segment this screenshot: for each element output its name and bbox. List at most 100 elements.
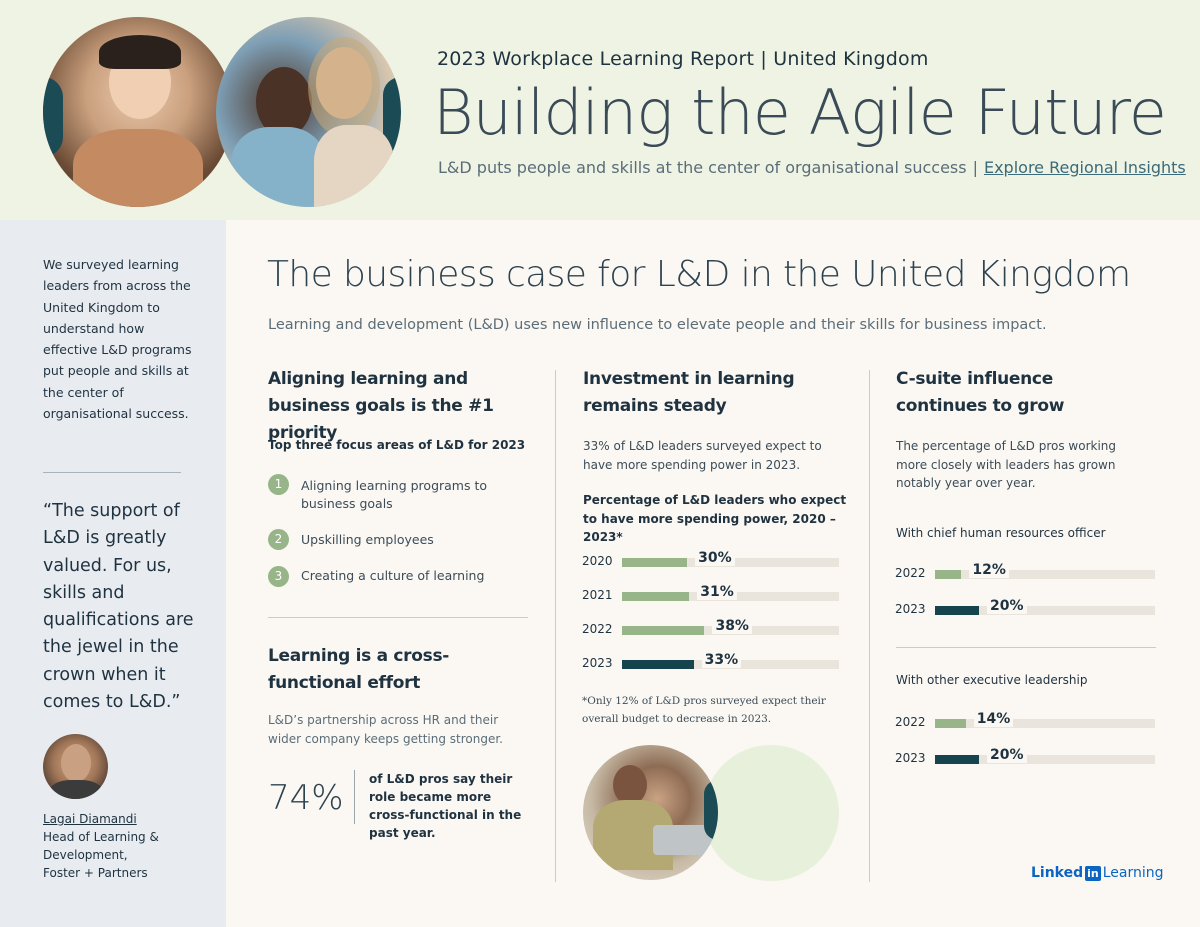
percent-separator bbox=[354, 770, 355, 824]
bar-track bbox=[935, 719, 1155, 728]
bar-fill bbox=[935, 719, 966, 728]
bar-row: 2020 30% bbox=[582, 550, 839, 572]
exec-chart-label: With other executive leadership bbox=[896, 673, 1088, 687]
bar-row: 2022 14% bbox=[895, 711, 1155, 733]
header-photo-woman-glasses bbox=[43, 17, 233, 207]
sidebar: We surveyed learning leaders from across… bbox=[0, 220, 226, 927]
tagline-text: L&D puts people and skills at the center… bbox=[438, 158, 967, 177]
spending-chart-label: Percentage of L&D leaders who expect to … bbox=[583, 493, 847, 544]
bar-year-label: 2023 bbox=[895, 751, 926, 765]
focus-number-1: 1 bbox=[268, 474, 289, 495]
photo-jacket bbox=[231, 127, 326, 207]
chro-chart-label: With chief human resources officer bbox=[896, 526, 1106, 540]
person-org: Foster + Partners bbox=[43, 866, 148, 880]
bar-value-label: 12% bbox=[969, 562, 1009, 578]
logo-brand: Linked bbox=[1031, 865, 1084, 881]
col2-body: 33% of L&D leaders surveyed expect to ha… bbox=[583, 439, 822, 472]
bar-fill bbox=[622, 626, 705, 635]
logo-in-box: in bbox=[1085, 866, 1101, 881]
avatar-face bbox=[61, 744, 91, 782]
photo-laptop bbox=[653, 825, 713, 855]
col3-divider bbox=[896, 647, 1156, 648]
decorative-green-circle bbox=[703, 745, 839, 881]
photo-face bbox=[613, 765, 647, 805]
col2-footnote: *Only 12% of L&D pros surveyed expect th… bbox=[582, 695, 826, 725]
cross-functional-percent: 74% bbox=[268, 778, 344, 818]
focus-item-3: Creating a culture of learning bbox=[301, 568, 485, 583]
bar-value-label: 38% bbox=[712, 618, 752, 634]
sidebar-divider bbox=[43, 472, 181, 473]
bar-track bbox=[935, 606, 1155, 615]
bar-row: 2023 20% bbox=[895, 747, 1155, 769]
person-credit: Lagai Diamandi Head of Learning & Develo… bbox=[43, 810, 203, 882]
report-title: Building the Agile Future bbox=[433, 76, 1167, 149]
person-role: Head of Learning & Development, bbox=[43, 830, 159, 862]
bar-row: 2021 31% bbox=[582, 584, 839, 606]
column-divider bbox=[869, 370, 870, 882]
avatar bbox=[43, 734, 108, 799]
bar-year-label: 2022 bbox=[895, 715, 926, 729]
bar-value-label: 20% bbox=[987, 747, 1027, 763]
bar-row: 2022 12% bbox=[895, 562, 1155, 584]
bar-year-label: 2022 bbox=[582, 622, 613, 636]
bar-fill bbox=[622, 660, 694, 669]
person-name-link[interactable]: Lagai Diamandi bbox=[43, 812, 137, 826]
bar-value-label: 33% bbox=[701, 652, 742, 668]
sidebar-quote: “The support of L&D is greatly valued. F… bbox=[43, 501, 194, 713]
col1-divider bbox=[268, 617, 528, 618]
bar-fill bbox=[935, 570, 962, 579]
bar-row: 2022 38% bbox=[582, 618, 839, 640]
bar-fill bbox=[935, 606, 979, 615]
focus-number-2: 2 bbox=[268, 529, 289, 550]
avatar-shirt bbox=[49, 780, 103, 799]
section-title: The business case for L&D in the United … bbox=[267, 254, 1131, 295]
photo-hair bbox=[99, 35, 181, 69]
bar-fill bbox=[622, 558, 688, 567]
bar-fill bbox=[935, 755, 979, 764]
col1-body2: L&D’s partnership across HR and their wi… bbox=[268, 713, 503, 746]
bar-year-label: 2023 bbox=[582, 656, 613, 670]
col1-heading: Aligning learning and business goals is … bbox=[268, 369, 494, 443]
report-tagline: L&D puts people and skills at the center… bbox=[438, 158, 1186, 177]
logo-product: Learning bbox=[1102, 865, 1164, 881]
focus-areas-label: Top three focus areas of L&D for 2023 bbox=[268, 438, 526, 452]
cross-functional-text: of L&D pros say their role became more c… bbox=[369, 772, 522, 840]
photo-man-laptop bbox=[583, 745, 718, 880]
focus-item-2: Upskilling employees bbox=[301, 532, 434, 547]
tagline-separator: | bbox=[972, 158, 978, 177]
photo-shirt bbox=[314, 125, 394, 207]
bar-row: 2023 33% bbox=[582, 652, 839, 674]
bar-row: 2023 20% bbox=[895, 598, 1155, 620]
col1-heading2: Learning is a cross-functional effort bbox=[268, 646, 450, 693]
photo-accent-edge bbox=[43, 77, 63, 157]
bar-year-label: 2021 bbox=[582, 588, 613, 602]
photo-sweater bbox=[73, 129, 203, 207]
column-divider bbox=[555, 370, 556, 882]
header-photo-two-women bbox=[216, 17, 401, 207]
bar-track bbox=[935, 570, 1155, 579]
bar-fill bbox=[622, 592, 690, 601]
col2-heading: Investment in learning remains steady bbox=[583, 369, 795, 416]
report-subtitle: 2023 Workplace Learning Report | United … bbox=[437, 48, 929, 70]
photo-face bbox=[256, 67, 312, 137]
photo-accent-edge bbox=[704, 780, 718, 840]
focus-item-1: Aligning learning programs to business g… bbox=[301, 478, 488, 511]
bar-value-label: 14% bbox=[973, 711, 1014, 727]
explore-regional-insights-link[interactable]: Explore Regional Insights bbox=[983, 158, 1186, 177]
photo-hair-2 bbox=[308, 37, 380, 137]
bar-year-label: 2022 bbox=[895, 566, 926, 580]
bar-value-label: 31% bbox=[697, 584, 737, 600]
header-banner: 2023 Workplace Learning Report | United … bbox=[0, 0, 1200, 220]
bar-year-label: 2023 bbox=[895, 602, 926, 616]
photo-accent-edge bbox=[383, 77, 401, 157]
focus-number-3: 3 bbox=[268, 566, 289, 587]
bar-value-label: 20% bbox=[987, 598, 1027, 614]
col3-heading: C-suite influence continues to grow bbox=[896, 369, 1065, 416]
linkedin-learning-logo: Linked in Learning bbox=[1031, 865, 1164, 881]
bar-value-label: 30% bbox=[695, 550, 735, 566]
col3-body: The percentage of L&D pros working more … bbox=[896, 439, 1117, 490]
sidebar-intro: We surveyed learning leaders from across… bbox=[43, 257, 192, 422]
section-subtitle: Learning and development (L&D) uses new … bbox=[268, 317, 1047, 333]
bar-year-label: 2020 bbox=[582, 554, 613, 568]
bar-track bbox=[935, 755, 1155, 764]
